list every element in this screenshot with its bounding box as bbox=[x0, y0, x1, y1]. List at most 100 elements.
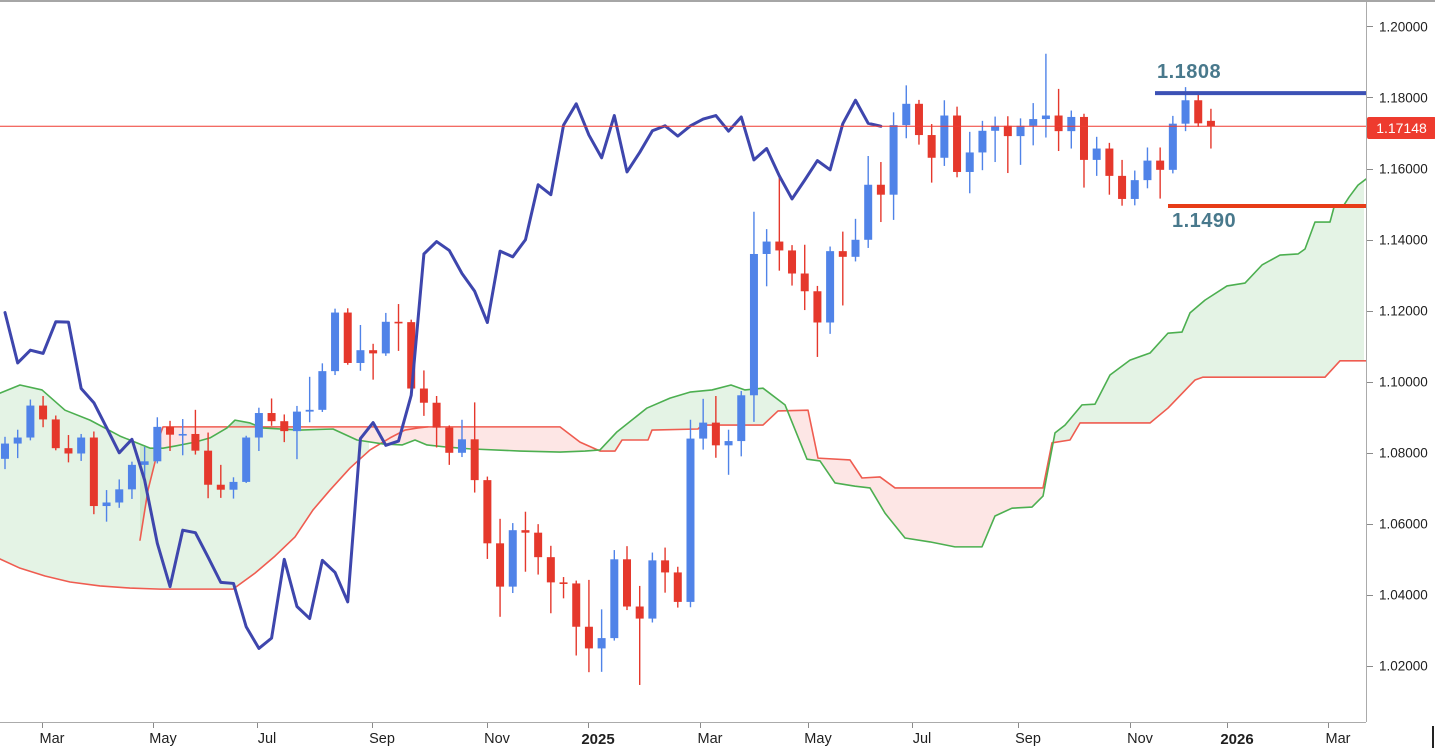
candle[interactable] bbox=[1130, 170, 1139, 206]
candle[interactable] bbox=[394, 304, 403, 351]
candle[interactable] bbox=[508, 523, 517, 594]
resistance-level-label[interactable]: 1.1808 bbox=[1157, 61, 1222, 83]
candle[interactable] bbox=[1054, 88, 1063, 152]
candle[interactable] bbox=[216, 464, 225, 498]
candle[interactable] bbox=[889, 112, 898, 220]
candle[interactable] bbox=[623, 546, 632, 611]
candle[interactable] bbox=[953, 106, 962, 178]
candle[interactable] bbox=[419, 370, 428, 416]
candle[interactable] bbox=[838, 231, 847, 306]
candle[interactable] bbox=[331, 308, 340, 376]
candle[interactable] bbox=[242, 435, 251, 483]
candle[interactable] bbox=[369, 343, 378, 380]
candle[interactable] bbox=[343, 308, 352, 365]
candle[interactable] bbox=[1156, 147, 1165, 199]
candle[interactable] bbox=[1079, 113, 1088, 188]
candle[interactable] bbox=[762, 229, 771, 287]
candle[interactable] bbox=[1118, 159, 1127, 206]
candle[interactable] bbox=[851, 218, 860, 262]
candle[interactable] bbox=[1041, 53, 1050, 138]
candle[interactable] bbox=[89, 431, 98, 515]
candle[interactable] bbox=[635, 585, 644, 685]
candle[interactable] bbox=[927, 124, 936, 183]
candle[interactable] bbox=[673, 566, 682, 608]
candle[interactable] bbox=[102, 490, 111, 522]
candle[interactable] bbox=[140, 446, 149, 479]
candle[interactable] bbox=[13, 429, 22, 459]
candle[interactable] bbox=[1067, 110, 1076, 149]
candle[interactable] bbox=[292, 405, 301, 460]
candle[interactable] bbox=[26, 399, 35, 441]
candle[interactable] bbox=[940, 100, 949, 166]
candle[interactable] bbox=[127, 461, 136, 499]
candle[interactable] bbox=[978, 120, 987, 171]
candle[interactable] bbox=[534, 524, 543, 575]
candle[interactable] bbox=[115, 479, 124, 508]
candle[interactable] bbox=[686, 419, 695, 608]
candle[interactable] bbox=[1143, 147, 1152, 189]
candle[interactable] bbox=[77, 433, 86, 461]
candle[interactable] bbox=[584, 579, 593, 673]
candle[interactable] bbox=[280, 414, 289, 443]
candle[interactable] bbox=[813, 285, 822, 357]
candle[interactable] bbox=[470, 402, 479, 493]
candle[interactable] bbox=[648, 552, 657, 623]
candle[interactable] bbox=[661, 547, 670, 593]
candle[interactable] bbox=[496, 518, 505, 617]
candle[interactable] bbox=[191, 409, 200, 455]
time-axis[interactable]: Mar May Jul Sep Nov 2025 Mar May Jul Sep Nov 2026 Ma… bbox=[0, 722, 1366, 752]
candle[interactable] bbox=[610, 550, 619, 641]
candle[interactable] bbox=[597, 609, 606, 672]
candle[interactable] bbox=[1016, 118, 1025, 165]
candle[interactable] bbox=[546, 545, 555, 614]
candle[interactable] bbox=[381, 312, 390, 356]
candle[interactable] bbox=[445, 425, 454, 465]
candle[interactable] bbox=[1168, 115, 1177, 174]
candle[interactable] bbox=[356, 324, 365, 371]
candle[interactable] bbox=[1003, 116, 1012, 174]
candle[interactable] bbox=[153, 417, 162, 464]
candle[interactable] bbox=[991, 116, 1000, 163]
candle[interactable] bbox=[914, 99, 923, 145]
candle[interactable] bbox=[521, 511, 530, 572]
candle[interactable] bbox=[64, 435, 73, 463]
candle[interactable] bbox=[1105, 142, 1114, 195]
candle[interactable] bbox=[749, 211, 758, 422]
candle[interactable] bbox=[432, 395, 441, 448]
candle[interactable] bbox=[788, 245, 797, 286]
candle[interactable] bbox=[775, 176, 784, 271]
candle[interactable] bbox=[483, 476, 492, 559]
candle[interactable] bbox=[229, 477, 238, 499]
candle[interactable] bbox=[204, 432, 213, 499]
candle[interactable] bbox=[254, 407, 263, 452]
candle-body bbox=[508, 530, 517, 587]
price-chart-plot[interactable] bbox=[0, 0, 1366, 722]
candle[interactable] bbox=[737, 391, 746, 457]
candle[interactable] bbox=[318, 363, 327, 412]
candle[interactable] bbox=[559, 577, 568, 599]
candle[interactable] bbox=[876, 162, 885, 223]
candle[interactable] bbox=[572, 580, 581, 656]
candle[interactable] bbox=[178, 419, 187, 456]
candle[interactable] bbox=[699, 398, 708, 450]
candle[interactable] bbox=[826, 246, 835, 334]
candle[interactable] bbox=[902, 85, 911, 139]
candle[interactable] bbox=[724, 429, 733, 475]
candle[interactable] bbox=[1, 436, 9, 470]
candle[interactable] bbox=[305, 376, 314, 423]
candle[interactable] bbox=[51, 415, 60, 451]
candle[interactable] bbox=[267, 398, 276, 426]
candle[interactable] bbox=[1194, 94, 1203, 127]
price-axis[interactable]: 1.20000 1.18000 1.16000 1.14000 1.12000 1.100… bbox=[1366, 2, 1435, 722]
candle[interactable] bbox=[166, 420, 175, 452]
candle[interactable] bbox=[457, 419, 466, 458]
candle[interactable] bbox=[965, 131, 974, 194]
support-level-label[interactable]: 1.1490 bbox=[1172, 210, 1237, 232]
candle[interactable] bbox=[711, 395, 720, 458]
candle[interactable] bbox=[1029, 103, 1038, 146]
candle[interactable] bbox=[864, 155, 873, 248]
candle[interactable] bbox=[39, 395, 48, 428]
candle[interactable] bbox=[1092, 136, 1101, 176]
candle[interactable] bbox=[1206, 108, 1215, 149]
candle[interactable] bbox=[800, 244, 809, 311]
